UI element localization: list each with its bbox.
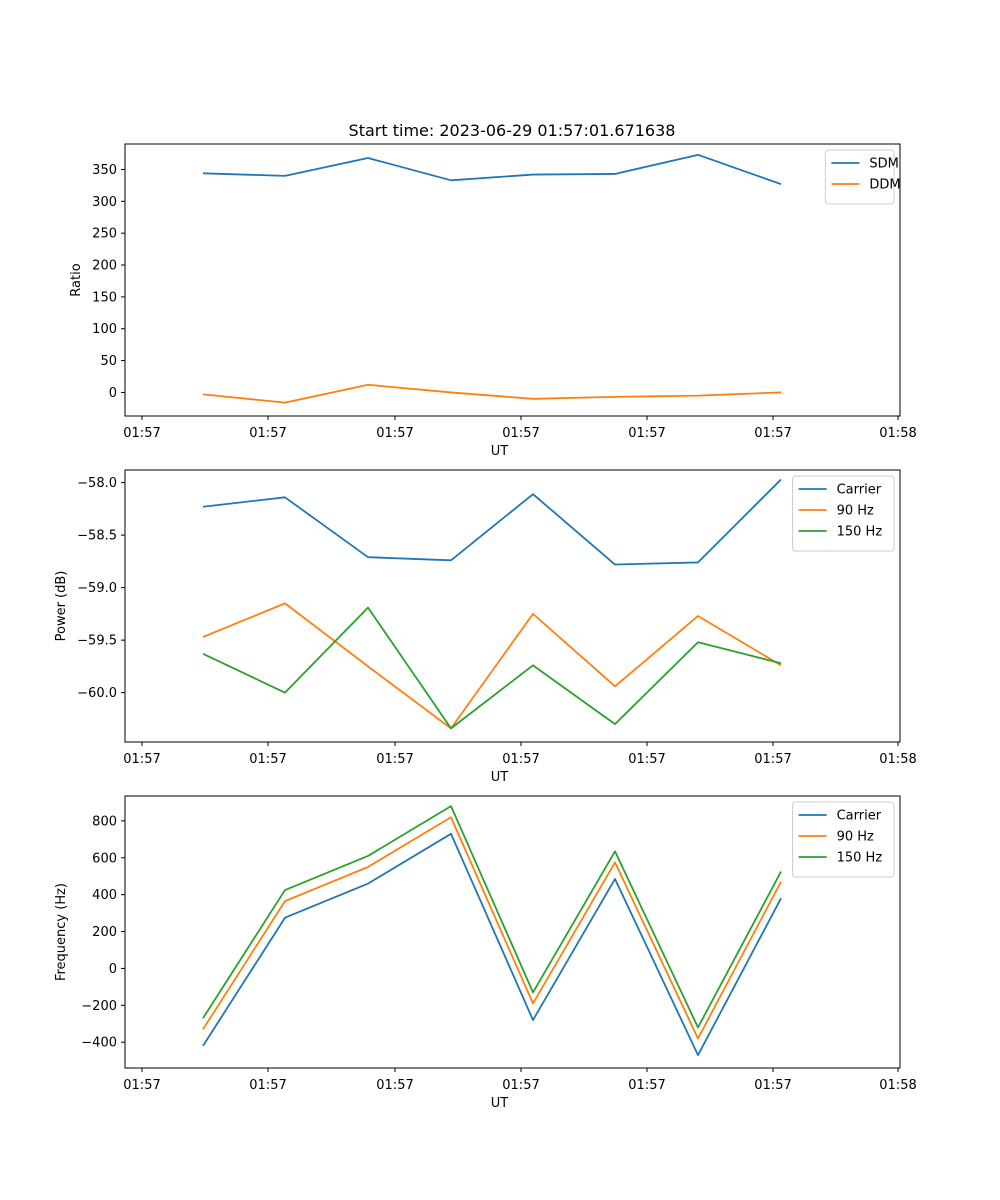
legend-label: 150 Hz (837, 525, 883, 540)
x-tick-label: 01:57 (249, 1078, 286, 1093)
chart-panel-3: 01:57 01:57 01:57 01:57 01:57 01:57 01:58 UT −40… (54, 795, 917, 1111)
y-tick-label: −400 (81, 1036, 117, 1051)
y-tick-label: 200 (92, 925, 117, 940)
legend-label: 150 Hz (837, 851, 883, 866)
x-tick-label: 01:57 (249, 752, 286, 767)
y-tick-label: −59.0 (77, 581, 117, 596)
series-line-ddm (202, 383, 782, 404)
y-tick-label: −58.5 (77, 529, 117, 544)
x-tick-label: 01:57 (123, 1078, 160, 1093)
x-axis-label: UT (491, 1096, 509, 1111)
y-tick-label: 600 (92, 851, 117, 866)
legend-label: 90 Hz (837, 830, 874, 845)
y-tick-label: 300 (92, 195, 117, 210)
x-tick-label: 01:57 (628, 1078, 665, 1093)
y-tick-label: 0 (109, 386, 117, 401)
x-tick-label: 01:58 (879, 426, 916, 441)
y-tick-label: 350 (92, 163, 117, 178)
series-line-carrier (202, 832, 782, 1056)
legend-label: 90 Hz (837, 504, 874, 519)
x-tick-label: 01:57 (249, 426, 286, 441)
x-tick-label: 01:58 (879, 752, 916, 767)
x-tick-label: 01:57 (754, 1078, 791, 1093)
y-tick-label: −58.0 (77, 476, 117, 491)
legend-label: Carrier (837, 483, 882, 498)
chart-panel-1: 01:57 01:57 01:57 01:57 01:57 01:57 01:58 UT 0 50… (69, 143, 917, 459)
x-tick-label: 01:57 (502, 426, 539, 441)
x-tick-label: 01:57 (376, 752, 413, 767)
series-line-90-hz (202, 602, 782, 730)
x-tick-label: 01:57 (502, 1078, 539, 1093)
y-axis-label: Power (dB) (54, 571, 69, 642)
legend: Carrier 90 Hz 150 Hz (792, 475, 895, 552)
legend: Carrier 90 Hz 150 Hz (792, 801, 895, 878)
series-line-carrier (202, 478, 782, 566)
legend-box (792, 801, 895, 878)
y-axis-label: Frequency (Hz) (54, 883, 69, 981)
legend: SDM DDM (824, 149, 901, 205)
y-tick-label: 50 (100, 354, 117, 369)
x-tick-label: 01:57 (502, 752, 539, 767)
x-tick-label: 01:57 (628, 426, 665, 441)
x-tick-label: 01:57 (754, 426, 791, 441)
series-line-150-hz (202, 606, 782, 730)
y-tick-label: 400 (92, 888, 117, 903)
y-tick-label: 200 (92, 259, 117, 274)
series-line-sdm (202, 153, 782, 185)
y-tick-label: 150 (92, 290, 117, 305)
figure-title: Start time: 2023-06-29 01:57:01.671638 (349, 121, 676, 140)
legend-label: SDM (869, 157, 898, 172)
legend-label: Carrier (837, 809, 882, 824)
plot-frame (124, 143, 901, 417)
x-tick-label: 01:57 (123, 752, 160, 767)
y-tick-label: −200 (81, 999, 117, 1014)
plot-frame (124, 469, 901, 743)
x-tick-label: 01:57 (376, 1078, 413, 1093)
legend-box (792, 475, 895, 552)
y-axis-label: Ratio (69, 263, 84, 296)
legend-label: DDM (869, 178, 900, 193)
y-tick-label: 0 (109, 962, 117, 977)
chart-panels: 01:57 01:57 01:57 01:57 01:57 01:57 01:58 UT 0 50… (54, 143, 917, 1111)
x-axis-label: UT (491, 444, 509, 459)
y-tick-label: 100 (92, 322, 117, 337)
y-tick-label: −60.0 (77, 686, 117, 701)
y-tick-label: 800 (92, 814, 117, 829)
series-line-90-hz (202, 816, 782, 1040)
x-tick-label: 01:57 (754, 752, 791, 767)
x-axis-label: UT (491, 770, 509, 785)
x-tick-label: 01:58 (879, 1078, 916, 1093)
x-tick-label: 01:57 (628, 752, 665, 767)
series-line-150-hz (202, 805, 782, 1029)
chart-panel-2: 01:57 01:57 01:57 01:57 01:57 01:57 01:58 UT −60… (54, 469, 917, 785)
x-tick-label: 01:57 (376, 426, 413, 441)
x-tick-label: 01:57 (123, 426, 160, 441)
y-tick-label: −59.5 (77, 634, 117, 649)
y-tick-label: 250 (92, 227, 117, 242)
